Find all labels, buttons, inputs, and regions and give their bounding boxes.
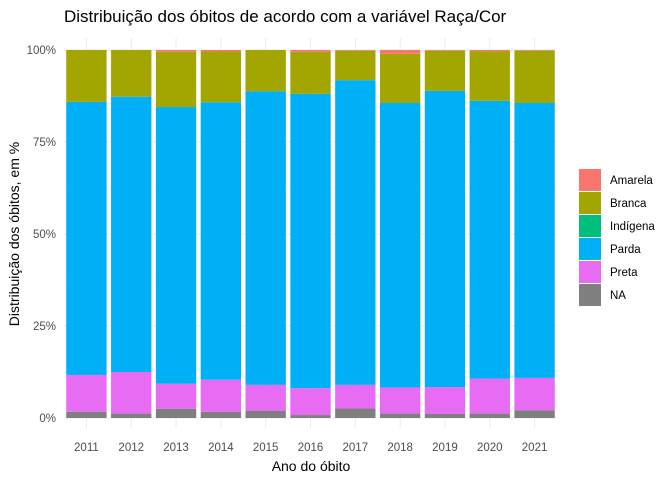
bar-segment (379, 413, 421, 418)
x-tick-label: 2020 (477, 442, 503, 454)
bar-segment (245, 50, 286, 92)
bar-segment (111, 372, 152, 414)
bar-segment (335, 50, 376, 81)
bar-segment (66, 374, 107, 412)
bar-segment (111, 50, 152, 97)
y-tick-label: 75% (33, 137, 56, 149)
legend: Amarela Branca Indígena Parda Preta NA (579, 169, 655, 306)
bar-segment (155, 51, 197, 108)
bar-segment (155, 107, 197, 384)
bar-segment (514, 50, 555, 51)
bar-segment (514, 102, 555, 378)
y-axis-title: Distribuição dos óbitos, em % (6, 142, 22, 326)
bar-segment (155, 408, 197, 418)
bar-segment (66, 411, 107, 418)
bar-segment (66, 50, 107, 102)
legend-key (579, 169, 601, 191)
x-axis: 2011 2012 2013 2014 2015 2016 2017 2018 2019 2020… (74, 442, 547, 454)
x-tick-label: 2015 (253, 442, 279, 454)
bar-segment (424, 90, 466, 388)
bar-segment (245, 91, 286, 385)
bar-segment (245, 384, 286, 412)
bar-segment (424, 413, 466, 418)
y-tick-label: 0% (39, 413, 56, 425)
bar-segment (155, 383, 197, 409)
bar-segment (469, 50, 510, 52)
x-tick-label: 2012 (118, 442, 144, 454)
bar-segment (514, 410, 555, 418)
bar-segment (111, 96, 152, 373)
x-tick-label: 2021 (522, 442, 548, 454)
bar-segment (290, 51, 331, 94)
legend-label: NA (610, 290, 626, 302)
bar-segment (200, 50, 242, 52)
bar-segment (200, 102, 242, 380)
bar-segment (335, 50, 376, 51)
bar-segment (379, 53, 421, 103)
x-tick-label: 2018 (387, 442, 413, 454)
bar-segment (66, 101, 107, 375)
bars (66, 50, 555, 418)
bar-segment (290, 93, 331, 389)
bar-segment (424, 387, 466, 414)
bar-segment (469, 51, 510, 101)
bar-segment (155, 50, 197, 52)
x-tick-label: 2019 (432, 442, 458, 454)
bar-segment (514, 50, 555, 103)
bar-segment (245, 411, 286, 418)
legend-label: Parda (610, 244, 641, 256)
bar-segment (111, 413, 152, 418)
bar-segment (200, 411, 242, 418)
bar-segment (469, 100, 510, 379)
legend-label: Amarela (610, 175, 653, 187)
legend-label: Preta (610, 267, 638, 279)
bar-segment (379, 50, 421, 54)
bar-segment (290, 50, 331, 52)
x-tick-label: 2014 (208, 442, 234, 454)
bar-segment (200, 379, 242, 412)
bar-segment (424, 50, 466, 91)
bar-segment (290, 388, 331, 416)
y-tick-label: 25% (33, 321, 56, 333)
bar-segment (379, 387, 421, 414)
y-tick-label: 50% (33, 229, 56, 241)
x-tick-label: 2011 (74, 442, 99, 454)
bar-segment (379, 102, 421, 388)
x-tick-label: 2013 (163, 442, 189, 454)
legend-key (579, 238, 601, 260)
x-tick-label: 2016 (298, 442, 324, 454)
x-axis-title: Ano do óbito (272, 458, 351, 474)
legend-key (579, 192, 601, 214)
legend-key (579, 215, 601, 237)
legend-key (579, 261, 601, 283)
bar-segment (514, 377, 555, 411)
y-axis: 0% 25% 50% 75% 100% (27, 45, 56, 425)
bar-segment (424, 50, 466, 51)
bar-segment (469, 413, 510, 418)
bar-segment (469, 378, 510, 414)
bar-segment (290, 415, 331, 418)
legend-label: Branca (610, 198, 647, 210)
y-tick-label: 100% (27, 45, 56, 57)
chart-title: Distribuição dos óbitos de acordo com a … (64, 7, 507, 26)
bar-segment (335, 80, 376, 385)
legend-key (579, 284, 601, 306)
bar-segment (335, 408, 376, 418)
legend-label: Indígena (610, 221, 655, 233)
bar-segment (335, 384, 376, 409)
bar-segment (200, 51, 242, 103)
x-tick-label: 2017 (343, 442, 369, 454)
